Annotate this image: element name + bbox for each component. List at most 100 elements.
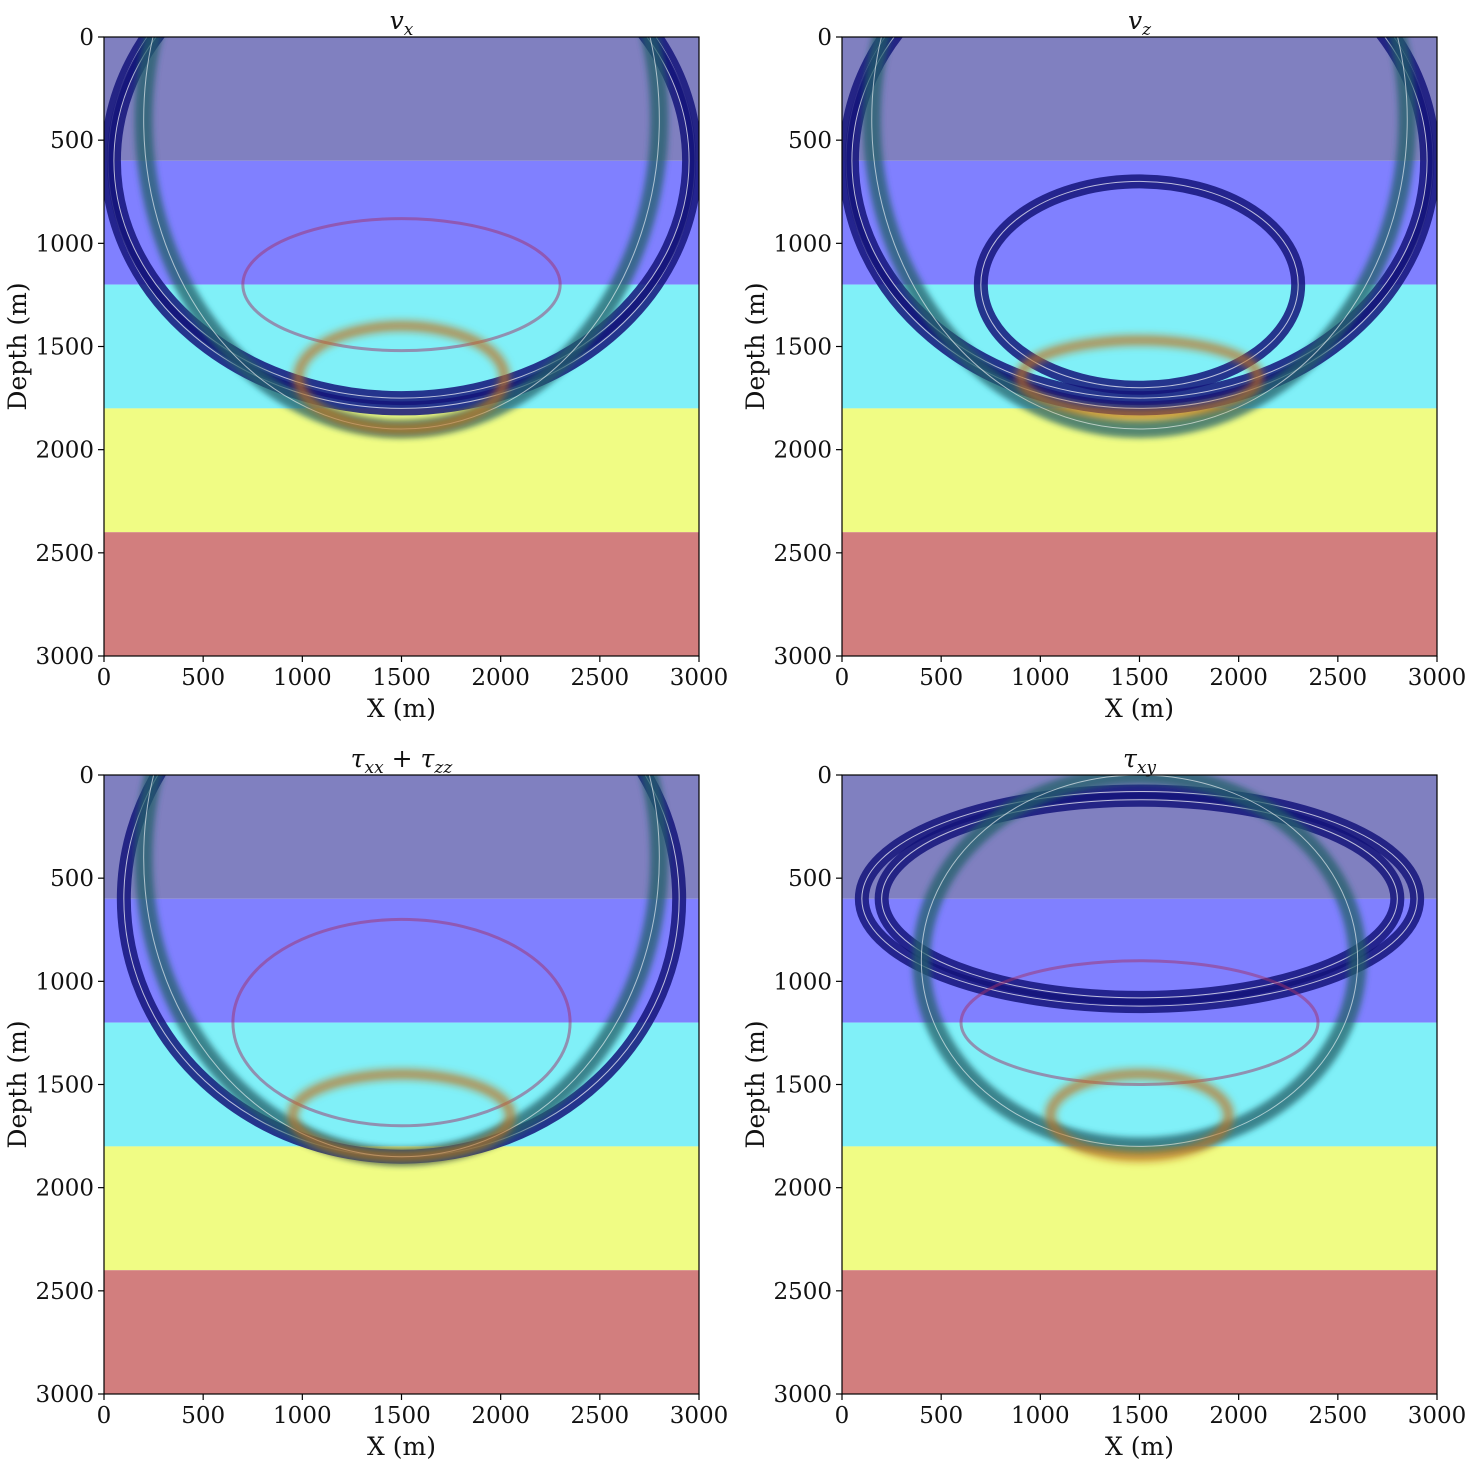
- x-tick-label: 0: [835, 1403, 850, 1429]
- wavefront-5: [293, 320, 510, 435]
- layer-4-band: [842, 1146, 1437, 1271]
- layer-5-band: [104, 1270, 699, 1394]
- title-subscript: xy: [1137, 758, 1157, 778]
- y-axis-label: Depth (m): [741, 282, 770, 410]
- x-tick-label: 2000: [1209, 1403, 1268, 1429]
- title-subscript: x: [404, 20, 414, 40]
- chart-title: τxx​ + τzz​: [351, 744, 454, 778]
- wavefront-3-highlight: [871, 37, 1408, 430]
- panel-2: 0 500 1000 1500 2000 2500 30000500100015002000…: [741, 6, 1467, 723]
- y-axis-label: Depth (m): [741, 1020, 770, 1148]
- layer-1-band: [104, 775, 699, 899]
- title-operator: +: [384, 744, 421, 773]
- x-axis-label: X (m): [367, 694, 436, 723]
- y-tick-label: 2000: [773, 438, 832, 464]
- x-axis-label: X (m): [1105, 694, 1174, 723]
- layer-5-band: [842, 532, 1437, 656]
- wavefront-2-highlight: [113, 37, 690, 399]
- x-tick-label: 1000: [1011, 1403, 1070, 1429]
- x-tick-label: 1000: [1011, 665, 1070, 691]
- layer-1-band: [104, 37, 699, 161]
- x-tick-label: 0: [97, 1403, 112, 1429]
- x-tick-label: 1500: [372, 665, 431, 691]
- x-tick-label: 3000: [670, 665, 729, 691]
- y-tick-label: 3000: [773, 1382, 832, 1408]
- x-axis-label: X (m): [367, 1432, 436, 1461]
- x-tick-label: 2000: [1209, 665, 1268, 691]
- y-axis-label: Depth (m): [3, 1020, 32, 1148]
- x-tick-label: 2500: [1309, 1403, 1368, 1429]
- title-symbol: τ: [1123, 744, 1138, 773]
- title-subscript: zz: [433, 758, 453, 778]
- layer-5-band: [842, 1270, 1437, 1394]
- y-tick-label: 2000: [35, 1176, 94, 1202]
- wavefront-2-highlight: [881, 799, 1398, 999]
- layer-5-band: [104, 532, 699, 656]
- x-tick-label: 2000: [471, 665, 530, 691]
- chart-title: τxy​: [1123, 744, 1156, 778]
- wavefront-2-highlight: [851, 37, 1428, 399]
- panel-4: 0 500 1000 1500 2000 2500 30000500100015002000…: [741, 744, 1466, 1461]
- x-tick-label: 1500: [1110, 1403, 1169, 1429]
- panel-3: 0 500 1000 1500 2000 2500 30000500100015002000…: [3, 744, 729, 1461]
- panel-1: 0 500 1000 1500 2000 2500 30000500100015002000…: [3, 6, 729, 723]
- wavefront-5: [1015, 335, 1264, 420]
- chart-title: vx​: [390, 6, 414, 40]
- x-tick-label: 2500: [1309, 665, 1368, 691]
- y-tick-label: 500: [50, 128, 94, 154]
- y-axis-label: Depth (m): [3, 282, 32, 410]
- x-tick-label: 1000: [273, 665, 332, 691]
- y-tick-label: 0: [79, 25, 94, 51]
- x-tick-label: 0: [835, 665, 850, 691]
- y-tick-label: 3000: [773, 644, 832, 670]
- y-tick-label: 500: [788, 128, 832, 154]
- x-tick-label: 3000: [1408, 1403, 1467, 1429]
- x-tick-label: 2500: [571, 665, 630, 691]
- y-tick-label: 2500: [773, 1279, 832, 1305]
- y-tick-label: 500: [50, 866, 94, 892]
- y-tick-label: 1000: [773, 969, 832, 995]
- layer-1-band: [842, 37, 1437, 161]
- x-tick-label: 500: [919, 1403, 963, 1429]
- y-tick-label: 2500: [35, 541, 94, 567]
- y-tick-label: 0: [817, 763, 832, 789]
- y-tick-label: 2000: [773, 1176, 832, 1202]
- wavefront-4: [959, 959, 1320, 1086]
- x-tick-label: 2500: [571, 1403, 630, 1429]
- title-symbol: v: [1128, 6, 1142, 35]
- y-tick-label: 3000: [35, 644, 94, 670]
- x-tick-label: 2000: [471, 1403, 530, 1429]
- y-tick-label: 3000: [35, 1382, 94, 1408]
- layer-2-band: [104, 898, 699, 1023]
- y-tick-label: 1500: [773, 1073, 832, 1099]
- wavefield: [104, 37, 699, 438]
- layer-2-band: [104, 160, 699, 285]
- y-tick-label: 1500: [773, 335, 832, 361]
- y-tick-label: 1500: [35, 335, 94, 361]
- layer-4-band: [104, 1146, 699, 1271]
- wavefield: [842, 37, 1437, 438]
- x-tick-label: 3000: [1408, 665, 1467, 691]
- y-tick-label: 500: [788, 866, 832, 892]
- wavefront-5: [1045, 1069, 1234, 1162]
- y-tick-label: 2500: [773, 541, 832, 567]
- x-tick-label: 500: [919, 665, 963, 691]
- y-tick-label: 2000: [35, 438, 94, 464]
- title-symbol: τ: [351, 744, 366, 773]
- title-symbol: v: [390, 6, 404, 35]
- x-tick-label: 1500: [372, 1403, 431, 1429]
- x-tick-label: 1000: [273, 1403, 332, 1429]
- x-tick-label: 1500: [1110, 665, 1169, 691]
- title-symbol: τ: [421, 744, 436, 773]
- chart-title: vz​: [1128, 6, 1152, 40]
- wavefield: [854, 775, 1425, 1162]
- y-tick-label: 2500: [35, 1279, 94, 1305]
- y-tick-label: 1500: [35, 1073, 94, 1099]
- y-tick-label: 1000: [35, 969, 94, 995]
- y-tick-label: 1000: [773, 231, 832, 257]
- title-subscript: z: [1141, 20, 1152, 40]
- x-tick-label: 3000: [670, 1403, 729, 1429]
- wavefront-4-highlight: [980, 180, 1299, 389]
- y-tick-label: 0: [817, 25, 832, 51]
